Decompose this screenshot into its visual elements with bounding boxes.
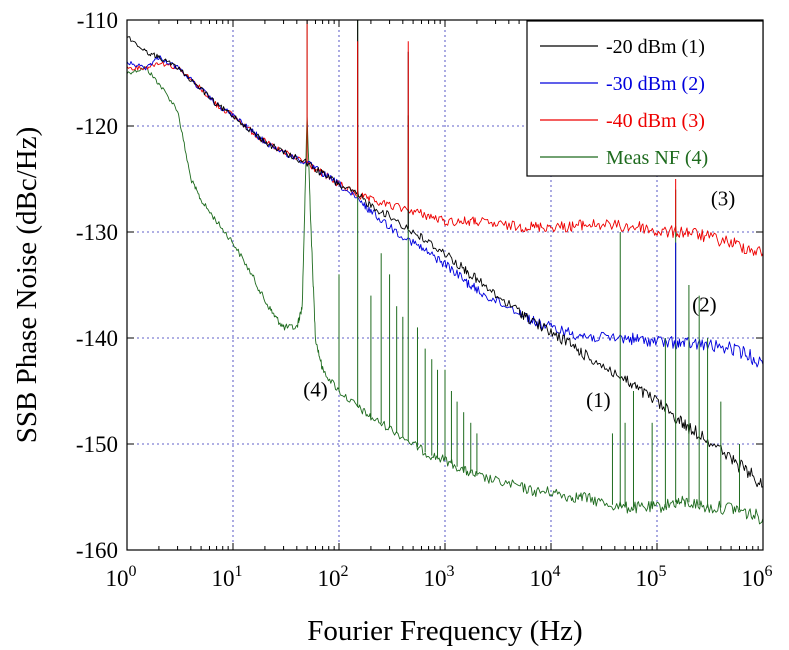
y-axis-title: SSB Phase Noise (dBc/Hz) bbox=[11, 127, 43, 444]
y-tick-label: -110 bbox=[77, 8, 118, 33]
curve-annotation: (4) bbox=[303, 377, 328, 401]
x-tick-label: 100 bbox=[106, 563, 137, 591]
x-tick-label: 101 bbox=[212, 563, 243, 591]
y-tick-label: -150 bbox=[76, 432, 118, 457]
series-line-2 bbox=[126, 55, 764, 368]
y-tick-label: -140 bbox=[76, 326, 118, 351]
x-tick-labels: 100 101 102 103 104 105 106 bbox=[106, 563, 773, 591]
spur-lines bbox=[306, 20, 740, 511]
x-tick-label: 105 bbox=[636, 563, 667, 591]
curve-annotation: (1) bbox=[586, 388, 611, 412]
x-axis-title: Fourier Frequency (Hz) bbox=[307, 615, 582, 647]
legend-label: -20 dBm (1) bbox=[606, 36, 705, 58]
legend-items: -20 dBm (1) -30 dBm (2) -40 dBm (3) Meas NF… bbox=[540, 36, 708, 169]
curve-annotation: (2) bbox=[692, 293, 717, 317]
legend-box bbox=[526, 20, 764, 177]
y-tick-label: -160 bbox=[76, 538, 118, 563]
legend-label: -30 dBm (2) bbox=[606, 73, 705, 95]
x-tick-label: 104 bbox=[530, 563, 561, 591]
legend-label: -40 dBm (3) bbox=[606, 110, 705, 132]
y-tick-label: -130 bbox=[76, 220, 118, 245]
series-lines bbox=[126, 36, 764, 525]
y-tick-labels: -110 -120 -130 -140 -150 -160 bbox=[76, 8, 118, 563]
curve-annotation: (3) bbox=[711, 187, 736, 211]
legend-label: Meas NF (4) bbox=[606, 147, 708, 169]
grid-lines bbox=[127, 20, 763, 550]
x-tick-label: 102 bbox=[318, 563, 349, 591]
curve-annotations: (1) (2) (3) (4) bbox=[303, 187, 735, 412]
x-tick-label: 103 bbox=[424, 563, 455, 591]
x-tick-label: 106 bbox=[742, 563, 773, 591]
y-tick-label: -120 bbox=[76, 114, 118, 139]
series-line-1 bbox=[126, 36, 764, 488]
legend: -20 dBm (1) -30 dBm (2) -40 dBm (3) Meas NF… bbox=[526, 20, 764, 177]
